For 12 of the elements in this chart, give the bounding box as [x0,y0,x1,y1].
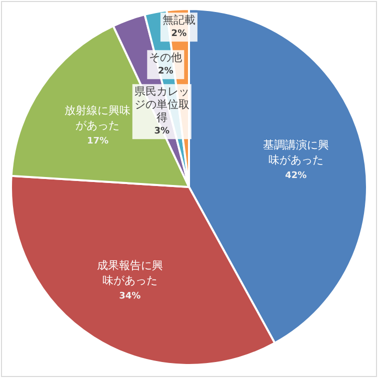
data-label: 42% [285,170,307,181]
slice-label: 放射線に興味があった [64,104,131,132]
slice-label: 基調講演に興味があった [262,138,329,166]
data-label: 17% [86,136,108,146]
data-label: 2% [158,66,174,76]
slice-label: 無記載 [162,13,196,26]
data-label: 3% [154,126,170,136]
slice-label: 県民カレッジの単位取得 [134,84,190,124]
slice-label: その他 [149,50,182,64]
data-label: 2% [171,28,187,39]
data-label: 34% [119,292,141,302]
slice-label: 成果報告に興味があった [96,259,163,288]
